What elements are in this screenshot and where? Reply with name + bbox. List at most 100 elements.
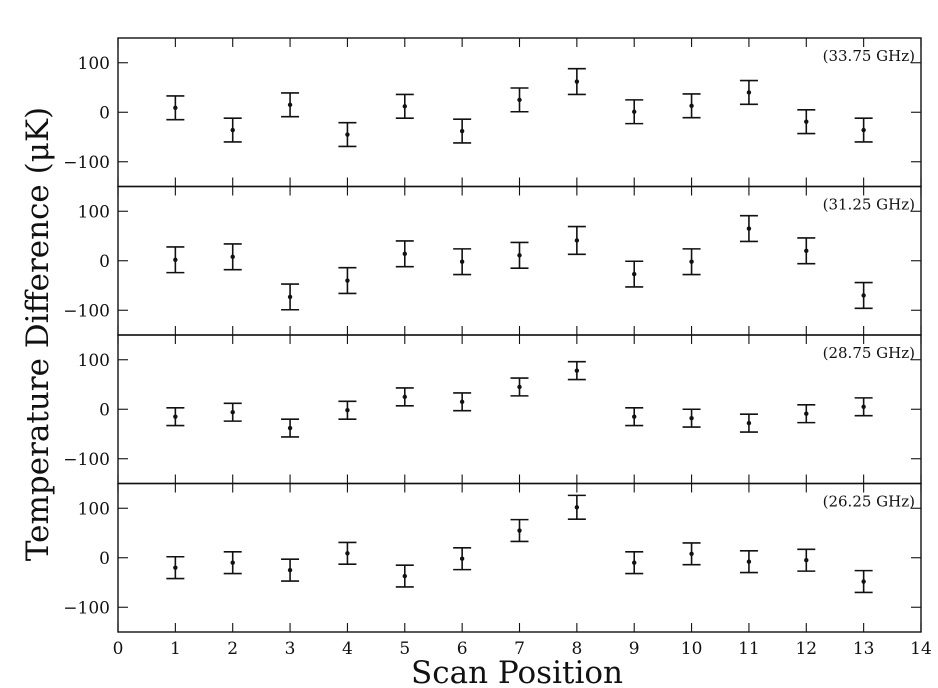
data-point [395, 240, 414, 268]
x-tick-label: 0 [113, 639, 124, 659]
data-point [567, 67, 586, 96]
y-tick-label: 100 [78, 351, 110, 371]
data-point [854, 281, 873, 310]
point-marker [861, 579, 866, 584]
data-point [281, 283, 300, 311]
data-point [739, 550, 758, 574]
point-marker [804, 248, 809, 254]
data-point [854, 397, 873, 417]
point-marker [632, 560, 637, 565]
y-tick-label: 0 [99, 400, 110, 420]
point-marker [517, 97, 522, 103]
point-marker [804, 558, 809, 563]
point-marker [517, 253, 522, 258]
data-point [166, 406, 185, 427]
data-point [682, 248, 701, 276]
panel-frame [117, 334, 922, 485]
data-point [223, 551, 242, 575]
point-marker [287, 425, 293, 431]
point-marker [861, 293, 866, 298]
point-marker [632, 109, 637, 114]
point-marker [574, 238, 580, 243]
data-point [682, 93, 701, 119]
data-point [510, 241, 529, 269]
x-tick-label: 6 [457, 639, 468, 659]
x-tick-label: 2 [227, 639, 238, 659]
data-point [338, 266, 357, 295]
data-point [567, 225, 586, 256]
data-point [682, 542, 701, 566]
point-marker [746, 420, 752, 426]
panel-2: −100 0 100 (31.25 GHz) [63, 185, 922, 336]
x-tick-label: 12 [795, 639, 817, 659]
point-marker [459, 259, 465, 264]
x-tick-label: 1 [170, 639, 181, 659]
data-point [453, 392, 472, 412]
data-point [395, 93, 414, 119]
point-marker [574, 368, 580, 373]
x-tick-label: 7 [514, 639, 525, 659]
point-marker [345, 408, 350, 413]
panel-label: (31.25 GHz) [823, 196, 915, 214]
point-marker [459, 399, 465, 405]
data-point [166, 555, 185, 580]
y-tick-label: 100 [78, 499, 110, 519]
panel-1: −100 0 100 (33.75 GHz) [63, 37, 922, 188]
x-tick-label: 5 [399, 639, 410, 659]
point-marker [804, 119, 809, 124]
data-point [567, 494, 586, 520]
point-marker [402, 104, 407, 109]
point-marker [746, 90, 752, 95]
y-tick-label: −100 [63, 598, 110, 618]
data-point [395, 564, 414, 588]
point-marker [746, 559, 752, 564]
point-marker [632, 271, 637, 277]
point-marker [345, 551, 350, 556]
y-tick-label: 100 [78, 202, 110, 222]
data-point [739, 79, 758, 106]
data-point [338, 541, 357, 565]
point-marker [861, 127, 866, 133]
point-marker [632, 414, 637, 419]
point-marker [402, 394, 407, 400]
data-point [567, 360, 586, 381]
point-marker [689, 103, 694, 109]
panel-label: (26.25 GHz) [823, 493, 915, 511]
data-point [854, 117, 873, 143]
panel-label: (33.75 GHz) [823, 47, 915, 65]
point-marker [287, 102, 293, 108]
point-marker [173, 565, 178, 570]
y-tick-label: 0 [99, 549, 110, 569]
y-tick-label: −100 [63, 153, 110, 173]
data-point [510, 87, 529, 113]
point-marker [746, 226, 752, 231]
chart-panels: −100 0 100 (33.75 GHz) −100 0 100 (31.25 GHz) −1… [63, 37, 922, 633]
data-point [166, 246, 185, 274]
data-point [625, 551, 644, 575]
point-marker [459, 556, 465, 561]
point-marker [230, 410, 235, 415]
point-marker [689, 259, 694, 264]
x-axis-title: Scan Position [411, 655, 623, 688]
data-point [281, 92, 300, 118]
point-marker [574, 505, 580, 510]
data-point [338, 400, 357, 420]
point-marker [517, 528, 522, 533]
panel-4: −100 0 100 (26.25 GHz) [63, 482, 922, 633]
data-point [625, 406, 644, 427]
point-marker [574, 79, 580, 84]
point-marker [804, 411, 809, 416]
y-tick-label: 100 [78, 54, 110, 74]
data-point [625, 99, 644, 125]
y-tick-label: −100 [63, 301, 110, 321]
panel-3: −100 0 100 (28.75 GHz) [63, 334, 922, 485]
data-point [854, 569, 873, 594]
point-marker [517, 384, 522, 390]
data-point [453, 547, 472, 571]
point-marker [402, 573, 407, 579]
point-marker [689, 415, 694, 421]
y-axis-title: Temperature Difference (μK) [20, 107, 56, 561]
point-marker [345, 278, 350, 283]
y-tick-label: 0 [99, 103, 110, 123]
data-point [797, 108, 816, 135]
